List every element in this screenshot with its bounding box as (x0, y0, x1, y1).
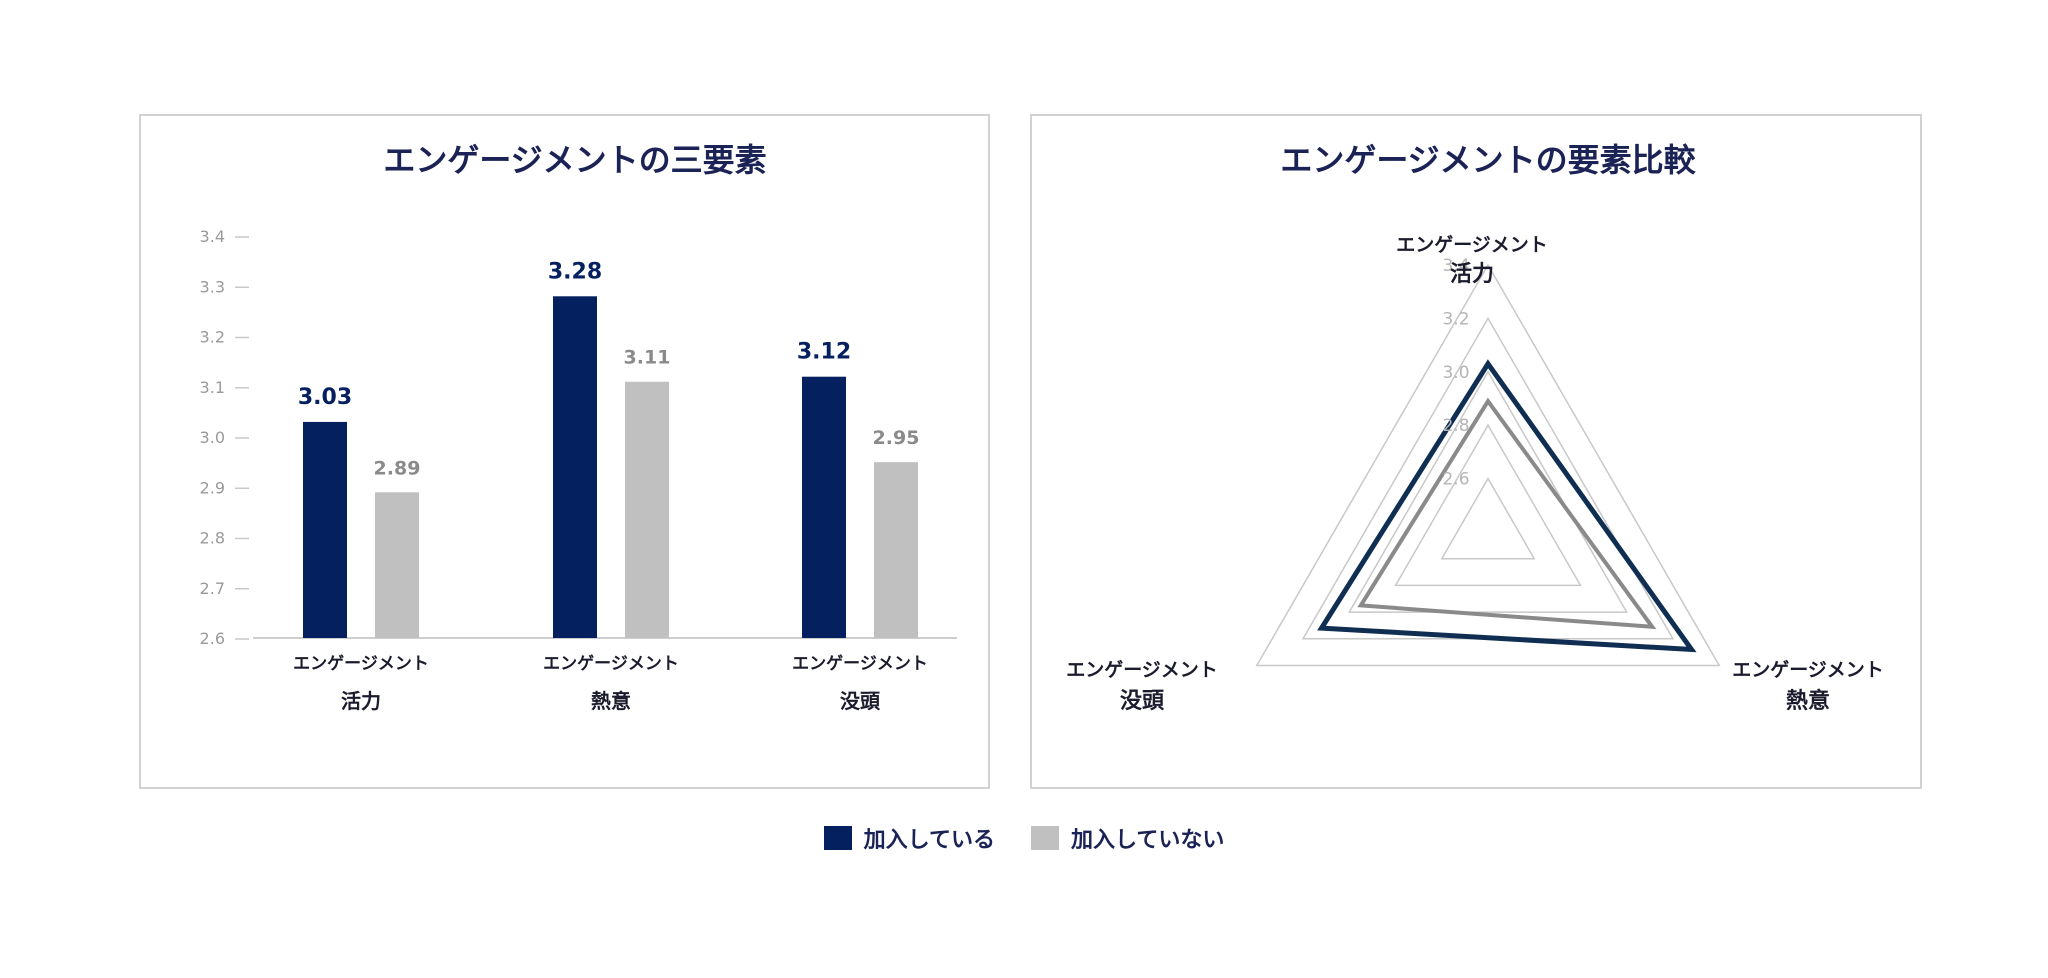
bar-value-label: 2.95 (873, 427, 920, 449)
legend-label-not-joined: 加入していない (1071, 828, 1225, 853)
y-tick-label: 3.4 (200, 227, 225, 246)
radar-grid-ring (1394, 423, 1582, 587)
chart-legend: 加入している 加入していない (0, 822, 2048, 854)
bar-value-label: 2.89 (374, 457, 421, 479)
bar-chart: エンゲージメントの三要素 2.6 2.7 2.8 2.9 3.0 3.1 3.2 3.3 3.4… (200, 141, 957, 713)
radar-grid-ring (1255, 263, 1721, 667)
radar-chart-panel: エンゲージメントの要素比較 2.6 2.8 3.0 3.2 3.4 エンゲージメント 活力エ… (1030, 114, 1922, 789)
bar (303, 421, 347, 638)
bar (375, 492, 419, 638)
radar-tick-label: 3.0 (1442, 363, 1469, 383)
x-category-label-line1: エンゲージメント (792, 653, 928, 674)
radar-series-line (1317, 359, 1697, 653)
x-category-label-line1: エンゲージメント (543, 653, 679, 674)
radar-tick-label: 2.8 (1442, 416, 1469, 436)
bar-chart-title: エンゲージメントの三要素 (383, 141, 766, 179)
radar-axis-label-line2: 熱意 (1786, 688, 1830, 714)
legend-item-not-joined: 加入していない (1031, 822, 1224, 854)
y-tick-label: 2.7 (200, 579, 225, 598)
radar-tick-label: 2.6 (1442, 470, 1469, 490)
y-tick-label: 3.0 (200, 428, 225, 447)
y-tick-label: 2.8 (200, 529, 225, 548)
y-tick-label: 3.3 (200, 277, 225, 296)
radar-axis-label-line1: エンゲージメント (1066, 659, 1218, 681)
bar-value-label: 3.11 (624, 347, 671, 369)
bar (553, 296, 597, 638)
radar-chart: エンゲージメントの要素比較 2.62.83.03.23.4エンゲージメント活力エ… (1066, 141, 1884, 714)
y-tick-label: 3.2 (200, 328, 225, 347)
radar-axis-label-line2: 没頭 (1120, 689, 1165, 714)
bar-value-label: 3.03 (298, 385, 352, 410)
bar-value-label: 3.28 (548, 259, 602, 284)
legend-swatch-not-joined (1031, 826, 1059, 850)
x-category-label-line2: 活力 (341, 689, 381, 713)
bar (802, 376, 846, 638)
bar-chart-panel: エンゲージメントの三要素 2.6 2.7 2.8 2.9 3.0 3.1 3.2 3.3 3.4… (139, 114, 990, 789)
bar (625, 381, 669, 638)
y-tick-label: 2.6 (200, 629, 225, 648)
bar-value-label: 3.12 (797, 340, 851, 365)
x-category-label-line1: エンゲージメント (293, 653, 429, 674)
bar (874, 462, 918, 638)
radar-grid-ring (1440, 477, 1536, 560)
radar-grid-ring (1347, 370, 1629, 613)
legend-swatch-joined (823, 826, 852, 850)
radar-chart-title: エンゲージメントの要素比較 (1280, 141, 1696, 179)
radar-axis-label-line2: 活力 (1450, 262, 1494, 287)
radar-tick-label: 3.4 (1442, 256, 1469, 276)
legend-label-joined: 加入している (863, 828, 995, 853)
y-tick-label: 3.1 (200, 378, 225, 397)
radar-axis-label-line1: エンゲージメント (1732, 659, 1884, 681)
y-tick-label: 2.9 (200, 478, 225, 497)
x-category-label-line2: 没頭 (840, 689, 881, 713)
x-category-label-line2: 熱意 (591, 689, 631, 713)
radar-axis-label-line1: エンゲージメント (1396, 234, 1548, 256)
radar-tick-label: 3.2 (1442, 309, 1469, 329)
radar-series-line (1357, 397, 1657, 630)
legend-item-joined: 加入している (823, 822, 995, 854)
